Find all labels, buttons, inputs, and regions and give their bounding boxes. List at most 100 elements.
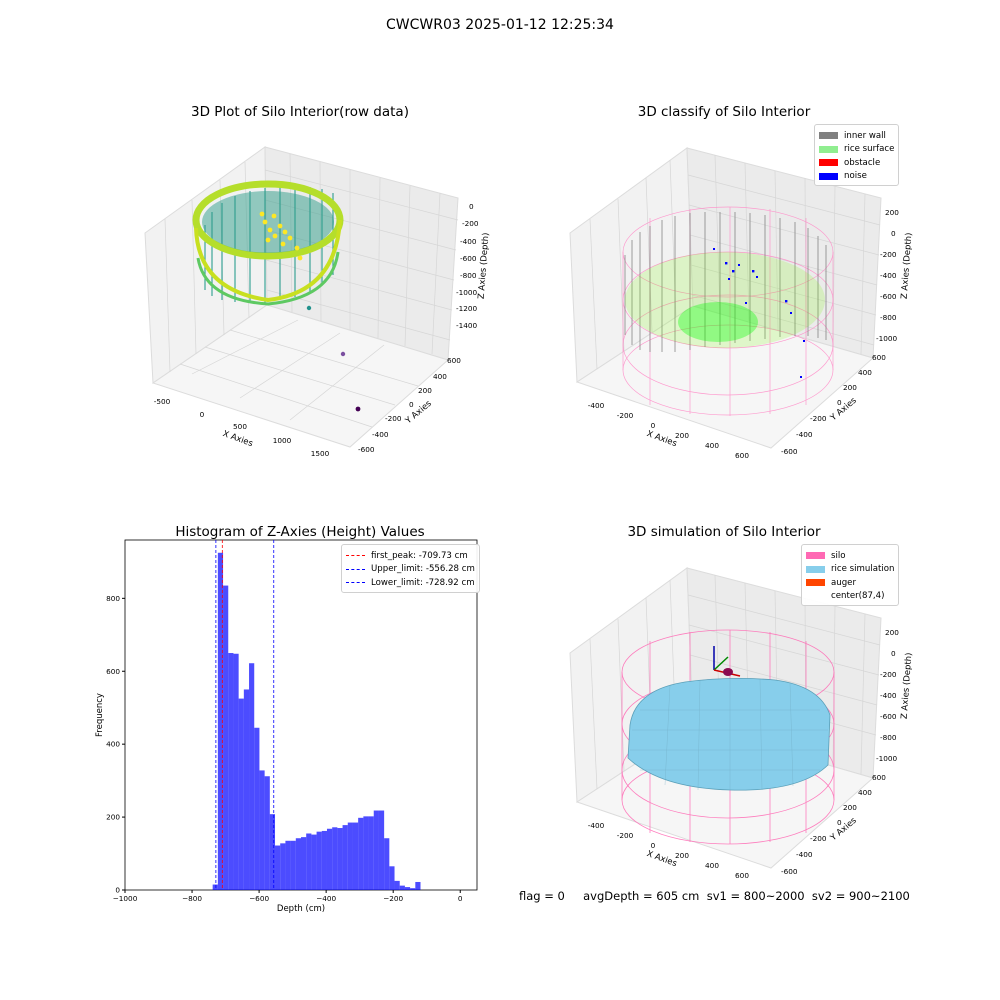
- classify-legend: inner wall rice surface obstacle noise: [814, 124, 900, 186]
- raw-y-label: Y Axies: [403, 398, 434, 426]
- classify-z-tick: -1000: [876, 334, 898, 343]
- simulation-z-tick: -200: [880, 670, 897, 679]
- histogram-y-tick-label: 800: [106, 594, 120, 603]
- raw-y-tick: 600: [447, 356, 461, 365]
- classify-x-tick: -400: [588, 401, 605, 410]
- histogram-x-tick-label: −800: [182, 894, 202, 903]
- status-footer: flag = 0 avgDepth = 605 cm sv1 = 800~200…: [519, 889, 910, 903]
- legend-swatch: [806, 593, 825, 600]
- simulation-y-tick: -600: [781, 867, 798, 876]
- raw-x-tick: 1500: [311, 449, 330, 458]
- simulation-y-tick: -200: [810, 834, 827, 843]
- simulation-y-tick: 600: [872, 773, 886, 782]
- histogram-bar: [238, 698, 244, 890]
- simulation-z-tick: 200: [885, 628, 899, 637]
- legend-label: noise: [844, 171, 867, 182]
- simulation-x-tick: -200: [617, 831, 634, 840]
- histogram-bar: [352, 822, 359, 890]
- classify-y-tick: -200: [810, 414, 827, 423]
- simulation-x-label: X Axies: [645, 849, 678, 869]
- raw-x-tick: -500: [154, 397, 171, 406]
- histogram-bar: [321, 830, 327, 890]
- legend-label: Lower_limit: -728.92 cm: [371, 577, 475, 588]
- raw-y-tick: -400: [372, 430, 389, 439]
- legend-item-noise: noise: [819, 170, 894, 184]
- raw-x-label: X Axies: [221, 429, 254, 449]
- histogram-bar: [269, 814, 276, 890]
- simulation-z-tick: -600: [880, 712, 897, 721]
- legend-label: obstacle: [844, 157, 881, 168]
- classify-z-tick: -200: [880, 250, 897, 259]
- legend-swatch: [806, 579, 825, 587]
- legend-line: [346, 582, 365, 584]
- histogram-bar: [342, 825, 348, 890]
- histogram-x-tick-label: −1000: [113, 894, 138, 903]
- simulation-panel-title: 3D simulation of Silo Interior: [627, 524, 821, 540]
- simulation-x-tick: 200: [675, 851, 689, 860]
- histogram-bar: [332, 827, 338, 890]
- simulation-x-tick: -400: [588, 821, 605, 830]
- histogram-y-tick-label: 0: [115, 886, 120, 895]
- histogram-bar: [399, 885, 405, 890]
- histogram-title: Histogram of Z-Axies (Height) Values: [175, 524, 425, 540]
- classify-y-label: Y Axies: [828, 395, 859, 423]
- legend-label: auger: [831, 577, 856, 588]
- legend-line: [346, 555, 365, 557]
- raw-y-tick: 200: [418, 386, 432, 395]
- histogram-x-label: Depth (cm): [277, 904, 325, 914]
- legend-label: first_peak: -709.73 cm: [371, 550, 468, 561]
- raw-z-tick: -400: [460, 237, 477, 246]
- raw-x-tick: 500: [233, 422, 247, 431]
- simulation-y-tick: 0: [837, 818, 842, 827]
- simulation-y-tick: 200: [843, 803, 857, 812]
- histogram-bar: [389, 866, 395, 890]
- raw-z-tick: -1200: [456, 304, 478, 313]
- classify-x-tick: 600: [735, 451, 749, 460]
- classify-panel-title: 3D classify of Silo Interior: [637, 104, 811, 120]
- simulation-y-tick: 400: [858, 788, 872, 797]
- histogram-bar: [337, 828, 343, 890]
- histogram-bar: [223, 585, 229, 890]
- legend-label: Upper_limit: -556.28 cm: [371, 564, 475, 575]
- histogram-bar: [316, 831, 322, 890]
- legend-item-obstacle: obstacle: [819, 156, 894, 170]
- legend-item-rice-simulation: rice simulation: [806, 563, 894, 577]
- histogram-x-tick-label: −600: [249, 894, 269, 903]
- legend-swatch: [819, 159, 838, 167]
- histogram-bar: [280, 843, 286, 890]
- classify-y-tick: -400: [796, 430, 813, 439]
- center-marker: [713, 646, 741, 677]
- legend-label: inner wall: [844, 130, 886, 141]
- histogram-bar: [275, 845, 281, 890]
- histogram-bar: [290, 840, 296, 890]
- histogram-bar: [295, 838, 301, 890]
- classify-z-tick: -400: [880, 271, 897, 280]
- histogram-x-tick-label: −200: [383, 894, 403, 903]
- legend-swatch: [819, 172, 838, 180]
- simulation-z-tick: -400: [880, 691, 897, 700]
- histogram-bar: [378, 810, 385, 890]
- raw-y-tick: -200: [385, 414, 402, 423]
- legend-item-upper-limit: Upper_limit: -556.28 cm: [346, 563, 475, 577]
- raw-z-tick: -1400: [456, 321, 478, 330]
- legend-label: rice surface: [844, 144, 895, 155]
- histogram-bar: [363, 816, 369, 890]
- histogram-bar: [301, 837, 307, 890]
- histogram-bar: [358, 817, 364, 890]
- classify-z-tick: -600: [880, 292, 897, 301]
- simulation-y-label: Y Axies: [828, 815, 859, 843]
- classify-y-tick: 0: [837, 398, 842, 407]
- histogram-bar: [311, 834, 317, 890]
- histogram-bar: [264, 776, 270, 890]
- histogram-y-tick-label: 400: [106, 740, 120, 749]
- legend-line: [346, 568, 365, 570]
- raw-y-tick: 0: [409, 400, 414, 409]
- histogram-y-tick-label: 200: [106, 813, 120, 822]
- legend-item-center: center(87,4): [806, 590, 894, 604]
- histogram-x-tick-label: −400: [316, 894, 336, 903]
- raw-3d-plot: -500 0 500 1000 1500 X Axies 600 400 200…: [144, 146, 491, 458]
- legend-swatch: [819, 145, 838, 153]
- classify-z-tick: 200: [885, 208, 899, 217]
- legend-swatch: [806, 565, 825, 573]
- raw-x-tick: 0: [200, 410, 205, 419]
